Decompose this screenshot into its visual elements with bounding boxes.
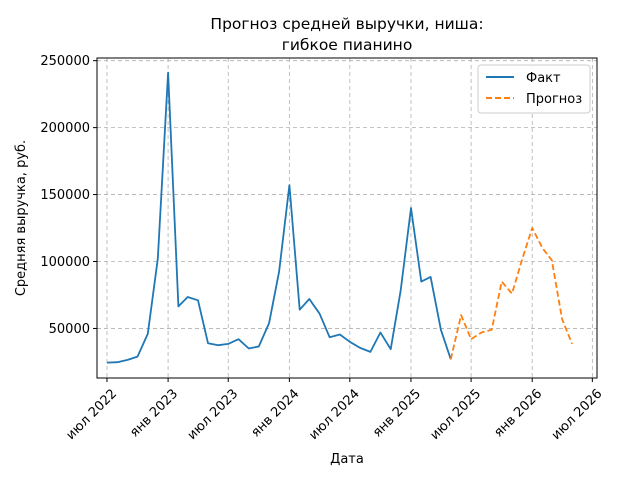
y-tick-label: 100000 [40, 255, 90, 270]
legend-label-fact: Факт [526, 71, 561, 86]
y-tick-label: 150000 [40, 188, 90, 203]
legend-label-forecast: Прогноз [526, 92, 582, 107]
series-group [106, 71, 573, 364]
legend: Факт Прогноз [477, 64, 591, 114]
plot-frame [96, 57, 598, 379]
chart-title-line-2: гибкое пианино [282, 36, 413, 54]
y-tick-label: 250000 [40, 54, 90, 69]
y-axis-label: Средняя выручка, руб. [14, 140, 29, 296]
chart-title-line-1: Прогноз средней выручки, ниша: [210, 15, 483, 33]
y-tick-label: 200000 [40, 121, 90, 136]
y-axis-ticks: 50000 100000 150000 200000 250000 [40, 54, 97, 337]
grid [97, 58, 597, 378]
x-axis-label: Дата [330, 452, 364, 467]
series-line-fact [106, 71, 452, 364]
series-line-forecast [449, 227, 573, 360]
y-tick-label: 50000 [49, 322, 90, 337]
